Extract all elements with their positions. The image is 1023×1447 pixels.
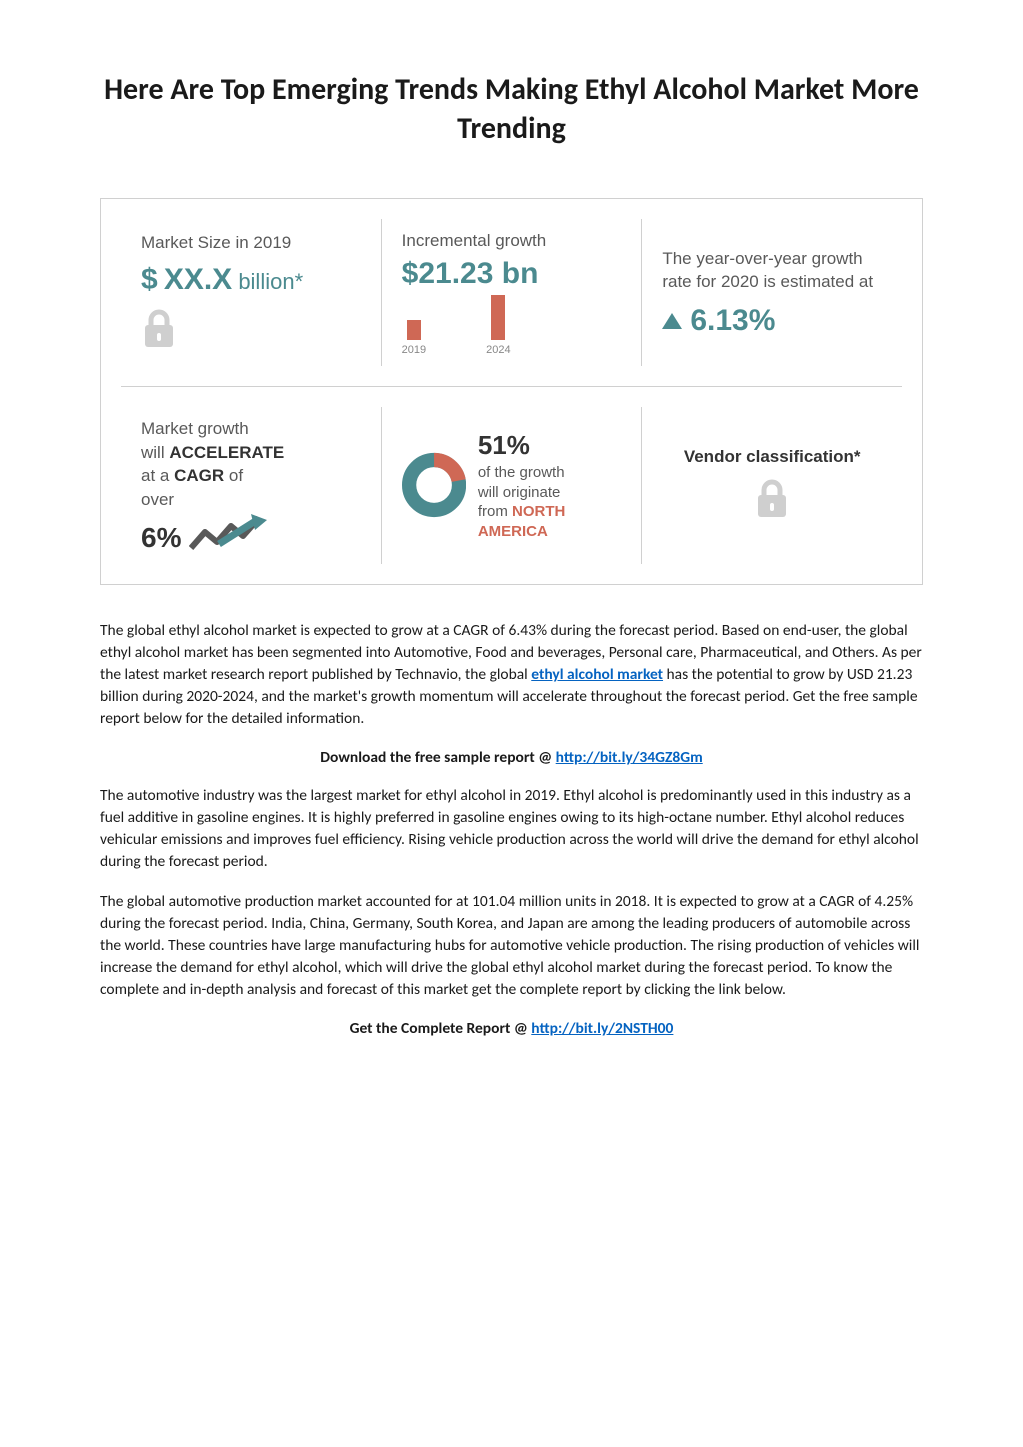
- cagr-line2b: ACCELERATE: [169, 443, 284, 462]
- paragraph-1: The global ethyl alcohol market is expec…: [100, 620, 923, 730]
- incremental-value: $21.23 bn: [402, 257, 622, 291]
- triangle-up-icon: [662, 313, 682, 329]
- originate-pct: 51%: [478, 429, 622, 463]
- sample-report-link[interactable]: http://bit.ly/34GZ8Gm: [556, 748, 703, 767]
- incremental-label: Incremental growth: [402, 229, 622, 253]
- yoy-label-year: 2020: [721, 272, 759, 291]
- cagr-value: 6%: [141, 522, 181, 554]
- yoy-percent: 6.13%: [690, 304, 775, 338]
- donut-text: 51% of the growth will originate from NO…: [478, 429, 622, 541]
- cagr-line3b: CAGR: [174, 466, 224, 485]
- growth-arrow-icon: [189, 514, 269, 554]
- cagr-line4: over: [141, 488, 361, 512]
- originate-cell: 51% of the growth will originate from NO…: [381, 407, 642, 564]
- bar-2024-rect: [491, 295, 505, 340]
- donut-chart-icon: [402, 449, 466, 521]
- infographic-row-bottom: Market growth will ACCELERATE at a CAGR …: [121, 407, 902, 564]
- incremental-cell: Incremental growth $21.23 bn 2019 2024: [381, 219, 642, 366]
- cagr-line3c: of: [224, 466, 243, 485]
- cagr-line3: at a CAGR of: [141, 464, 361, 488]
- bar-2019: 2019: [402, 320, 426, 356]
- originate-line1: of the growth: [478, 464, 565, 481]
- yoy-label: The year-over-year growth rate for 2020 …: [662, 247, 882, 295]
- cagr-value-row: 6%: [141, 514, 361, 554]
- yoy-cell: The year-over-year growth rate for 2020 …: [641, 219, 902, 366]
- market-size-cell: Market Size in 2019 $ XX.X billion*: [121, 219, 381, 366]
- ethyl-alcohol-market-link[interactable]: ethyl alcohol market: [531, 665, 663, 684]
- cagr-line1: Market growth: [141, 417, 361, 441]
- complete-report-link[interactable]: http://bit.ly/2NSTH00: [531, 1019, 673, 1038]
- lock-icon: [141, 309, 177, 354]
- infographic-row-top: Market Size in 2019 $ XX.X billion* Incr…: [121, 219, 902, 387]
- lock-icon: [754, 479, 790, 524]
- sample-report-line: Download the free sample report @ http:/…: [100, 748, 923, 767]
- vendor-cell: Vendor classification*: [641, 407, 902, 564]
- bar-2024-label: 2024: [486, 344, 510, 356]
- originate-line3a: from: [478, 503, 512, 520]
- bar-2019-label: 2019: [402, 344, 426, 356]
- market-size-currency: $: [141, 263, 158, 296]
- cagr-cell: Market growth will ACCELERATE at a CAGR …: [121, 407, 381, 564]
- market-size-label: Market Size in 2019: [141, 231, 361, 255]
- cagr-line2: will ACCELERATE: [141, 441, 361, 465]
- cagr-line3a: at a: [141, 466, 174, 485]
- market-size-number: XX.X: [164, 263, 232, 296]
- page-title: Here Are Top Emerging Trends Making Ethy…: [100, 70, 923, 148]
- infographic-panel: Market Size in 2019 $ XX.X billion* Incr…: [100, 198, 923, 585]
- originate-line2: will originate: [478, 484, 561, 501]
- sample-report-label: Download the free sample report @: [320, 748, 555, 767]
- vendor-label: Vendor classification*: [684, 447, 861, 467]
- bar-2019-rect: [407, 320, 421, 340]
- cagr-line2a: will: [141, 443, 169, 462]
- paragraph-2: The automotive industry was the largest …: [100, 785, 923, 873]
- yoy-label-suffix: is estimated at: [759, 272, 873, 291]
- complete-report-line: Get the Complete Report @ http://bit.ly/…: [100, 1019, 923, 1038]
- bar-2024: 2024: [486, 295, 510, 356]
- incremental-bar-chart: 2019 2024: [402, 301, 622, 356]
- market-size-value: $ XX.X billion*: [141, 263, 361, 297]
- donut-wrap: 51% of the growth will originate from NO…: [402, 429, 622, 541]
- market-size-unit: billion*: [238, 269, 303, 294]
- complete-report-label: Get the Complete Report @: [350, 1019, 532, 1038]
- yoy-value: 6.13%: [662, 304, 882, 338]
- paragraph-3: The global automotive production market …: [100, 891, 923, 1001]
